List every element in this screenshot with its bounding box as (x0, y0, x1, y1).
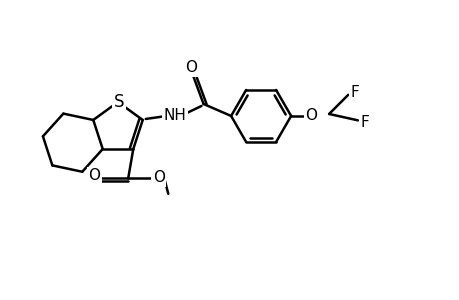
Text: O: O (152, 170, 164, 185)
Text: NH: NH (163, 109, 186, 124)
Text: S: S (113, 93, 124, 111)
Text: O: O (304, 109, 316, 124)
Text: O: O (185, 60, 197, 75)
Text: F: F (350, 85, 359, 100)
Text: O: O (88, 168, 100, 183)
Text: F: F (360, 115, 369, 130)
